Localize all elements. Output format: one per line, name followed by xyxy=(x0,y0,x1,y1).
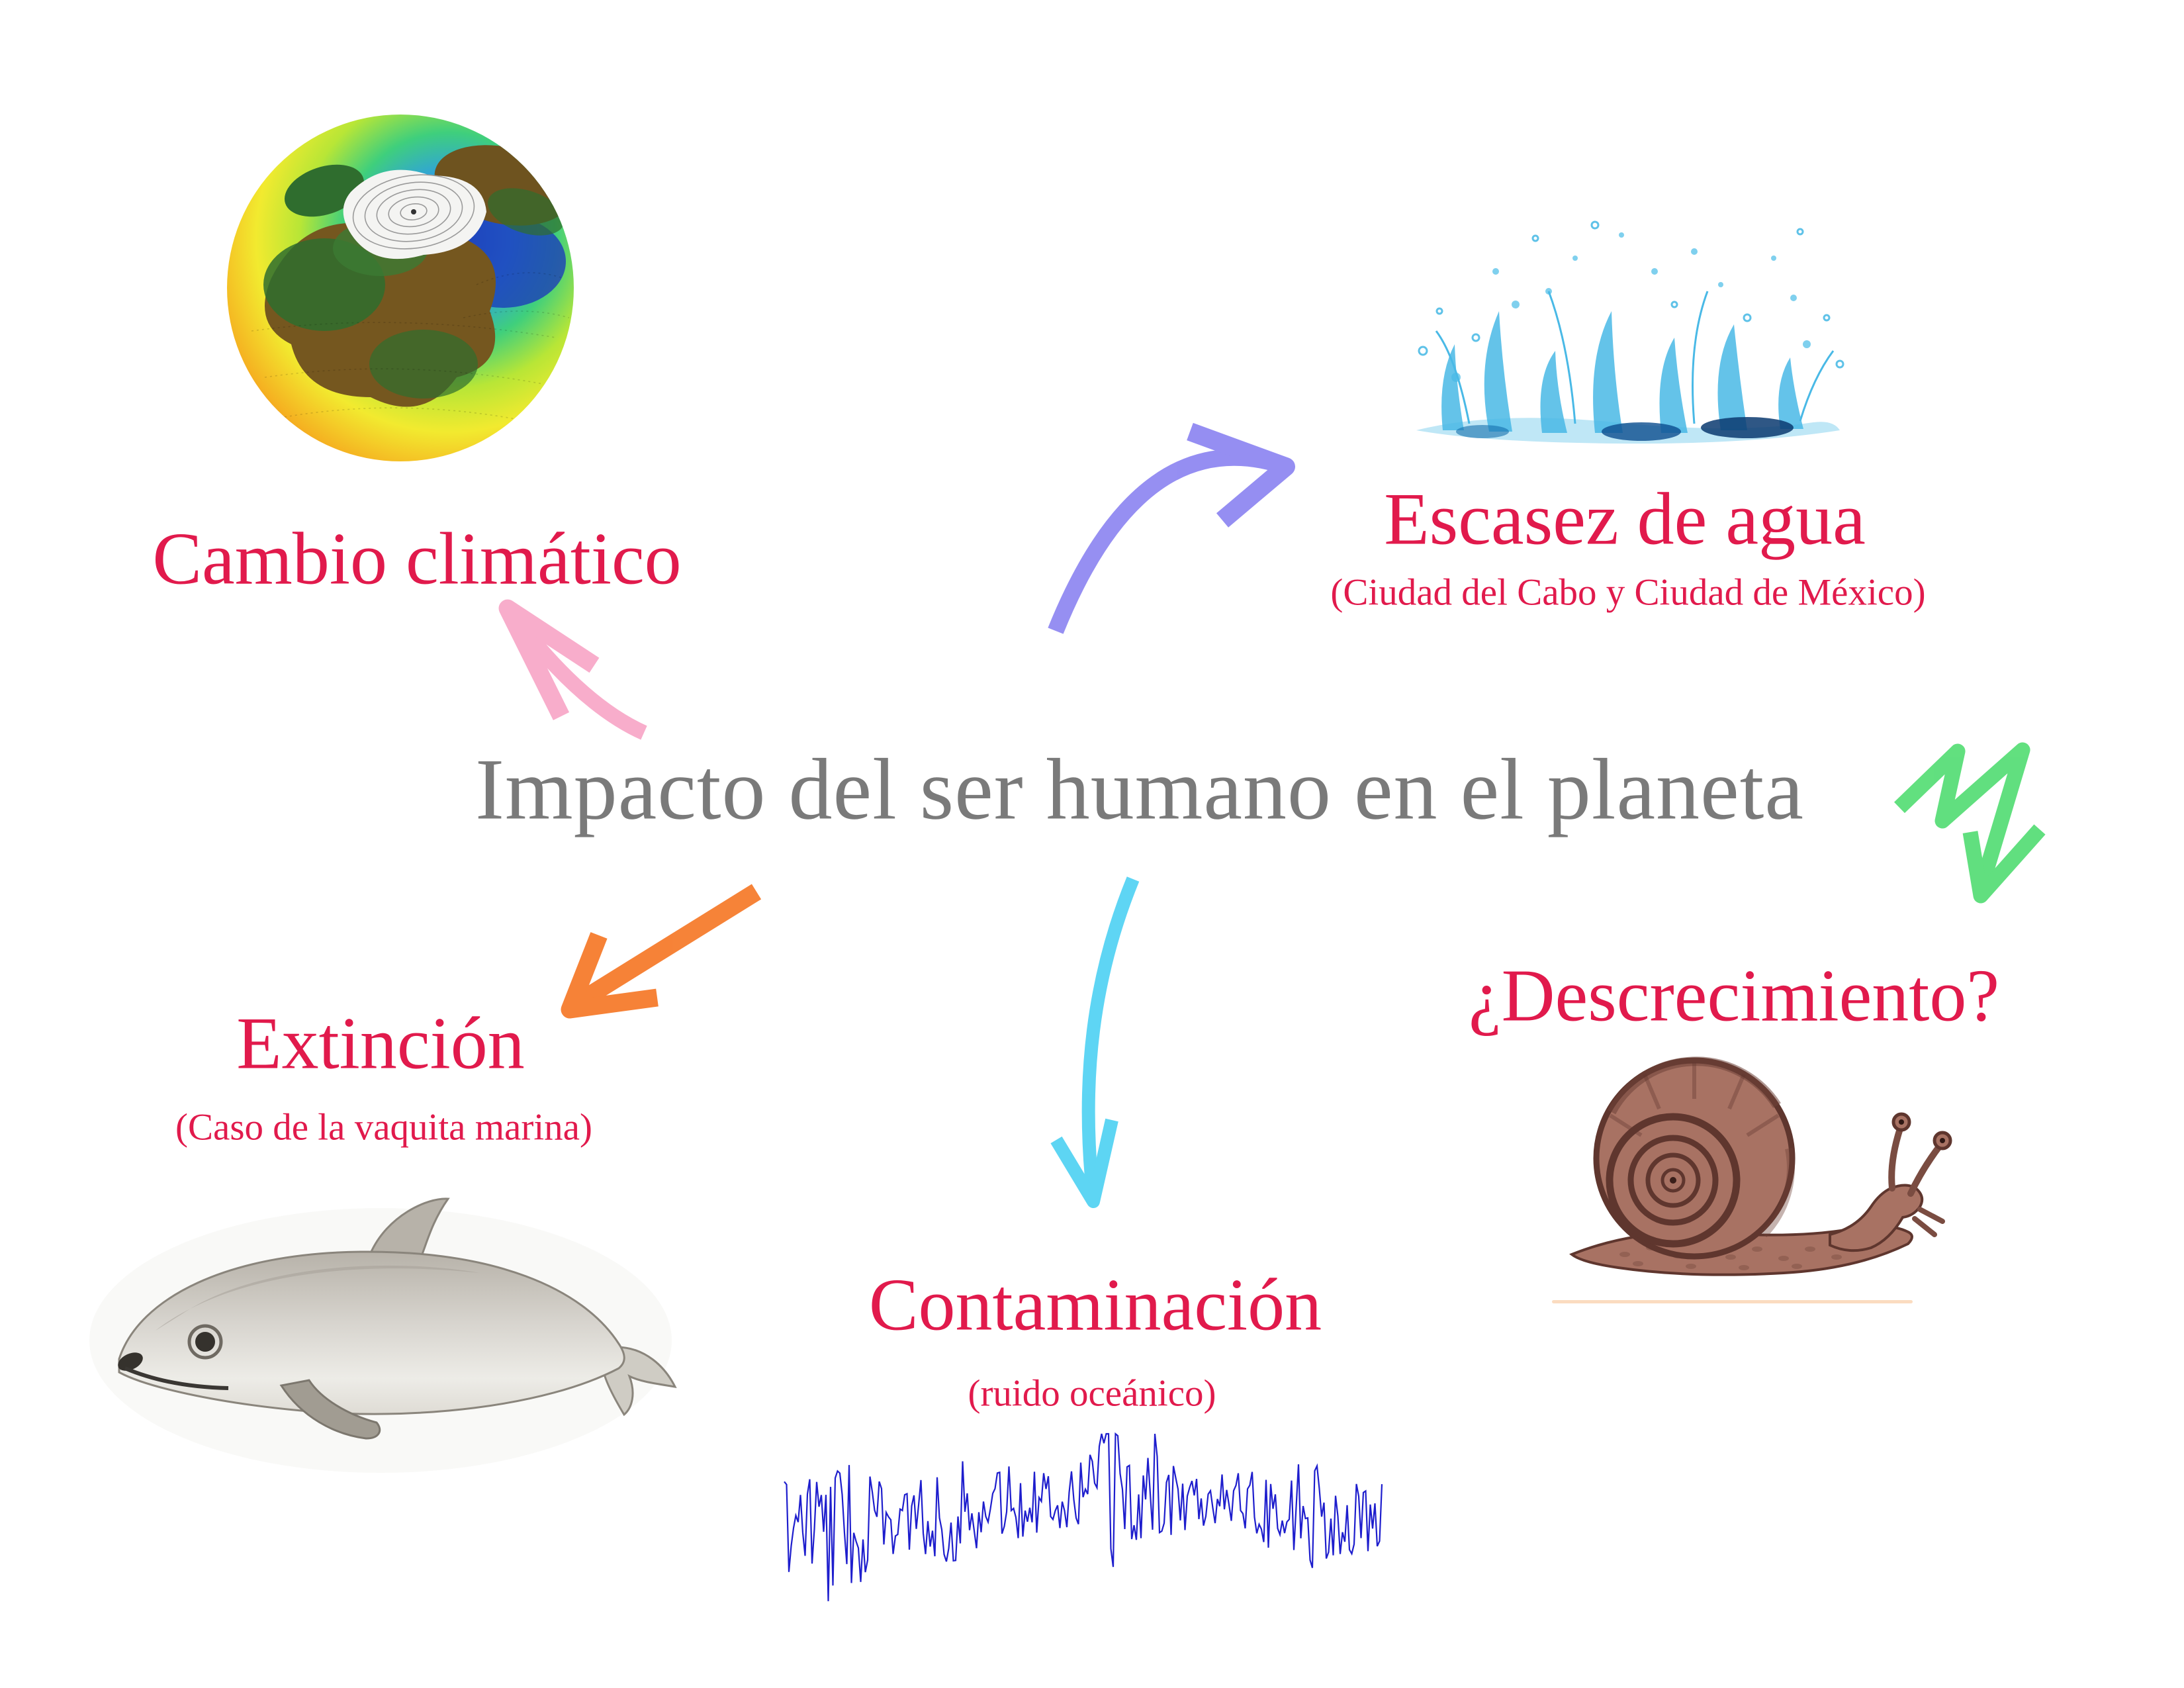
descrecimiento-arrow xyxy=(1894,742,2046,904)
escasez-de-agua-label: Escasez de agua xyxy=(1384,478,1866,561)
descrecimiento-label: ¿Descrecimiento? xyxy=(1468,955,2000,1037)
extincion-label: Extinción xyxy=(236,1002,525,1085)
contaminacion-label: Contaminación xyxy=(868,1264,1322,1346)
climate-globe-illustration xyxy=(227,115,574,461)
main-title: Impacto del ser humano en el planeta xyxy=(475,740,1804,838)
contaminacion-arrow xyxy=(1050,876,1140,1208)
water-splash-illustration xyxy=(1416,220,1844,444)
cambio-climatico-arrow xyxy=(498,599,647,740)
ocean-noise-waveform xyxy=(784,1432,1383,1601)
snail-illustration xyxy=(1569,1056,1952,1276)
contaminacion-subtitle: (ruido oceánico) xyxy=(968,1372,1216,1415)
snail-underline xyxy=(1552,1300,1913,1303)
vaquita-illustration xyxy=(89,1197,677,1473)
cambio-climatico-label: Cambio climático xyxy=(152,518,682,600)
escasez-de-agua-arrow xyxy=(1048,422,1295,634)
extincion-arrow xyxy=(561,884,762,1019)
extincion-subtitle: (Caso de la vaquita marina) xyxy=(175,1106,592,1149)
escasez-de-agua-subtitle: (Ciudad del Cabo y Ciudad de México) xyxy=(1330,571,1926,614)
